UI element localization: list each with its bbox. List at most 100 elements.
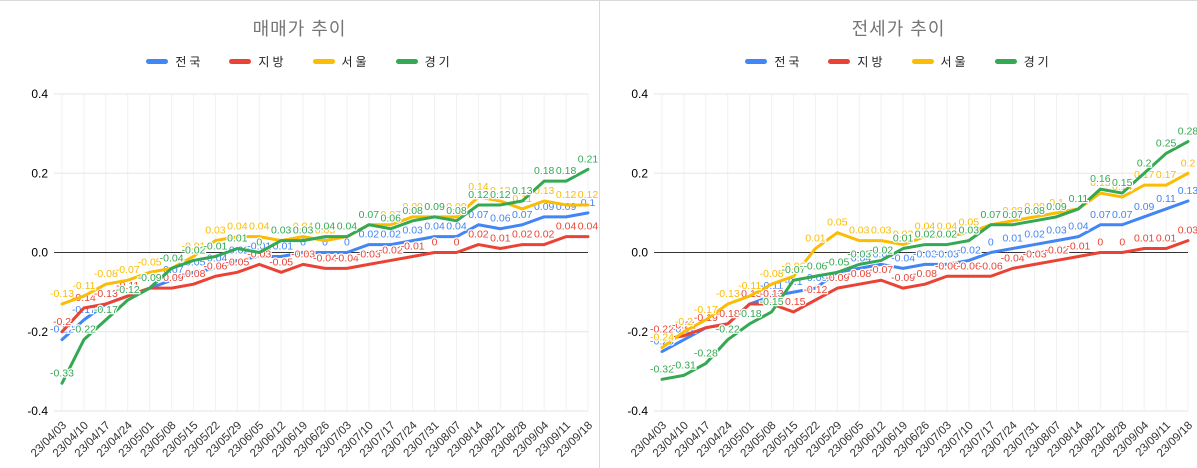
data-label: 0.09 bbox=[424, 201, 445, 213]
data-label: 0.02 bbox=[893, 229, 914, 241]
series-line-경기[interactable] bbox=[660, 140, 1190, 381]
data-label: 0 bbox=[322, 237, 328, 249]
legend-item-경기[interactable]: 경기 bbox=[395, 53, 453, 70]
data-label: 0.11 bbox=[1156, 193, 1176, 205]
jeonse-chart-title: 전세가 추이 bbox=[851, 19, 946, 39]
x-axis-labels: 23/04/0323/04/1023/04/1723/04/2423/05/01… bbox=[629, 419, 1195, 460]
series-line-경기[interactable] bbox=[60, 167, 590, 385]
data-label: -0.22 bbox=[72, 324, 96, 336]
data-label: -0.03 bbox=[913, 248, 937, 260]
data-label: -0.09 bbox=[891, 272, 915, 284]
data-label: -0.05 bbox=[825, 256, 849, 268]
data-label: 0.09 bbox=[424, 201, 445, 213]
series-line-서울[interactable] bbox=[660, 171, 1190, 350]
y-axis-label: -0.4 bbox=[627, 404, 648, 418]
data-label: 0.08 bbox=[1002, 205, 1023, 217]
series-line-지방[interactable] bbox=[660, 239, 1190, 342]
data-label: 0.08 bbox=[1024, 205, 1045, 217]
data-label: 0 bbox=[256, 237, 262, 249]
legend-item-전국[interactable]: 전국 bbox=[745, 53, 802, 70]
data-label: -0.13 bbox=[50, 288, 74, 300]
data-label: 0.06 bbox=[490, 213, 511, 225]
data-label: 0.12 bbox=[468, 189, 489, 201]
data-label: -0.02 bbox=[957, 244, 981, 256]
legend-item-지방[interactable]: 지방 bbox=[828, 53, 885, 70]
legend-swatch bbox=[312, 59, 335, 64]
data-label: 0.08 bbox=[402, 205, 423, 217]
y-axis-label: 0.2 bbox=[31, 166, 48, 180]
sale-line-chart: 0.4 0.2 0.0 -0.2 -0.423/04/0323/04/1023/04/1… bbox=[27, 87, 599, 460]
data-label: 0.04 bbox=[556, 221, 577, 233]
data-label: 0.11 bbox=[1069, 193, 1089, 205]
data-label: 0.02 bbox=[915, 229, 936, 241]
legend-label: 경기 bbox=[424, 55, 453, 69]
legend-item-서울[interactable]: 서울 bbox=[312, 53, 370, 70]
data-label: 0.12 bbox=[490, 189, 511, 201]
data-label: 0.2 bbox=[1137, 157, 1152, 169]
data-label: -0.13 bbox=[94, 288, 118, 300]
data-label: 0.07 bbox=[1090, 209, 1111, 221]
data-label: 0.05 bbox=[959, 217, 980, 229]
data-label: 0.02 bbox=[381, 229, 402, 241]
data-label: 0.01 bbox=[893, 233, 914, 245]
legend-item-전국[interactable]: 전국 bbox=[146, 53, 203, 70]
data-label: -0.01 bbox=[182, 240, 206, 252]
chart-panel-jeonse-price: 전세가 추이 전국 지방 서울 경기 0.4 0.2 0.0 -0.2 -0.4 23/04/0… bbox=[599, 1, 1198, 468]
data-label: 0 bbox=[988, 237, 994, 249]
legend-item-서울[interactable]: 서울 bbox=[911, 53, 969, 70]
y-axis-label: -0.2 bbox=[27, 325, 48, 339]
series-line-서울[interactable] bbox=[60, 195, 590, 306]
legend-item-지방[interactable]: 지방 bbox=[229, 53, 286, 70]
data-label: -0.33 bbox=[50, 367, 74, 379]
data-label: -0.15 bbox=[782, 296, 806, 308]
data-label: 0.04 bbox=[915, 221, 936, 233]
data-label: 0.12 bbox=[556, 189, 577, 201]
legend-swatch bbox=[911, 59, 934, 64]
legend-item-경기[interactable]: 경기 bbox=[994, 53, 1052, 70]
data-label: -0.07 bbox=[782, 264, 806, 276]
data-label: 0.01 bbox=[1134, 233, 1155, 245]
data-label: 0.09 bbox=[402, 201, 423, 213]
series-labels-경기: -0.32-0.31-0.28-0.22-0.18-0.15-0.07-0.06… bbox=[649, 124, 1197, 376]
data-label: 0.02 bbox=[1024, 229, 1045, 241]
data-label: 0.03 bbox=[315, 225, 336, 237]
data-label: -0.11 bbox=[738, 280, 761, 292]
data-label: -0.01 bbox=[401, 240, 425, 252]
data-label: 0.02 bbox=[359, 229, 380, 241]
data-label: 0.15 bbox=[1112, 177, 1133, 189]
jeonse-line-chart: 0.4 0.2 0.0 -0.2 -0.423/04/0323/04/1023/04/1… bbox=[627, 87, 1197, 460]
data-label: -0.07 bbox=[116, 264, 140, 276]
data-label: 0.03 bbox=[402, 225, 423, 237]
series-labels-지방: -0.2-0.14-0.13-0.11-0.09-0.09-0.08-0.06-… bbox=[52, 219, 599, 329]
data-label: 0.08 bbox=[446, 205, 467, 217]
data-label: 0 bbox=[1119, 237, 1125, 249]
data-label: 0 bbox=[344, 237, 350, 249]
data-label: 0.03 bbox=[849, 225, 870, 237]
legend-swatch bbox=[745, 59, 768, 64]
data-label: 0.05 bbox=[827, 217, 848, 229]
data-label: -0.04 bbox=[1001, 252, 1025, 264]
data-label: 0.09 bbox=[446, 201, 467, 213]
data-label: -0.01 bbox=[203, 240, 227, 252]
data-label: 0.07 bbox=[381, 209, 402, 221]
data-label: -0.13 bbox=[716, 288, 740, 300]
data-label: 0.2 bbox=[1181, 157, 1196, 169]
data-label: 0 bbox=[300, 237, 306, 249]
data-label: 0.15 bbox=[1090, 177, 1111, 189]
legend-swatch bbox=[994, 59, 1017, 64]
data-label: -0.17 bbox=[694, 304, 718, 316]
legend-swatch bbox=[229, 59, 252, 64]
jeonse-chart-legend: 전국 지방 서울 경기 bbox=[600, 53, 1197, 70]
data-label: 0.02 bbox=[534, 229, 555, 241]
data-label: -0.04 bbox=[335, 252, 359, 264]
data-label: -0.05 bbox=[825, 256, 849, 268]
data-label: 0.06 bbox=[381, 213, 402, 225]
data-label: -0.06 bbox=[979, 260, 1003, 272]
data-label: -0.08 bbox=[847, 268, 871, 280]
data-label: 0.07 bbox=[468, 209, 489, 221]
data-label: -0.08 bbox=[94, 268, 118, 280]
data-label: 0.1 bbox=[1049, 197, 1064, 209]
legend-label: 지방 bbox=[857, 55, 886, 69]
data-label: -0.06 bbox=[782, 260, 806, 272]
